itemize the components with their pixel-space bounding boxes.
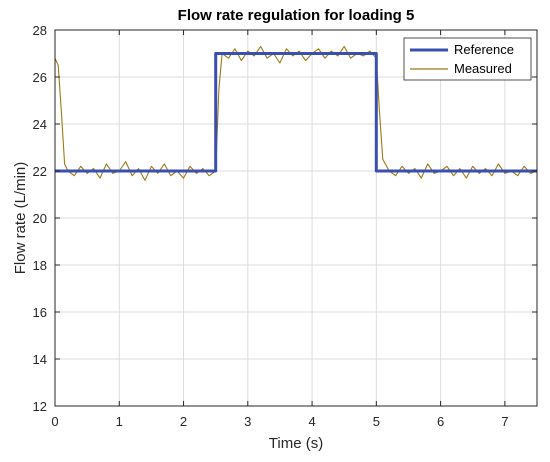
legend: Reference Measured <box>403 37 532 81</box>
x-tick-label: 7 <box>501 414 508 429</box>
x-tick-label: 6 <box>437 414 444 429</box>
data-series <box>54 45 538 181</box>
y-tick-label: 28 <box>33 23 47 38</box>
x-tick-label: 4 <box>308 414 315 429</box>
x-tick-label: 3 <box>244 414 251 429</box>
x-tick-label: 1 <box>116 414 123 429</box>
x-tick-label: 0 <box>51 414 58 429</box>
y-axis-label: Flow rate (L/min) <box>12 162 29 275</box>
legend-box <box>403 37 532 81</box>
y-tick-label: 12 <box>33 399 47 414</box>
y-tick-label: 20 <box>33 211 47 226</box>
chart-title: Flow rate regulation for loading 5 <box>178 7 415 24</box>
x-axis-label: Time (s) <box>269 435 323 452</box>
legend-label-measured: Measured <box>454 61 512 76</box>
x-tick-label: 2 <box>180 414 187 429</box>
y-tick-label: 14 <box>33 352 47 367</box>
series-line-reference <box>55 52 537 173</box>
y-tick-label: 26 <box>33 70 47 85</box>
x-tick-label: 5 <box>373 414 380 429</box>
y-tick-label: 24 <box>33 117 47 132</box>
y-tick-label: 16 <box>33 305 47 320</box>
y-tick-label: 18 <box>33 258 47 273</box>
legend-label-reference: Reference <box>454 42 514 57</box>
y-tick-label: 22 <box>33 164 47 179</box>
